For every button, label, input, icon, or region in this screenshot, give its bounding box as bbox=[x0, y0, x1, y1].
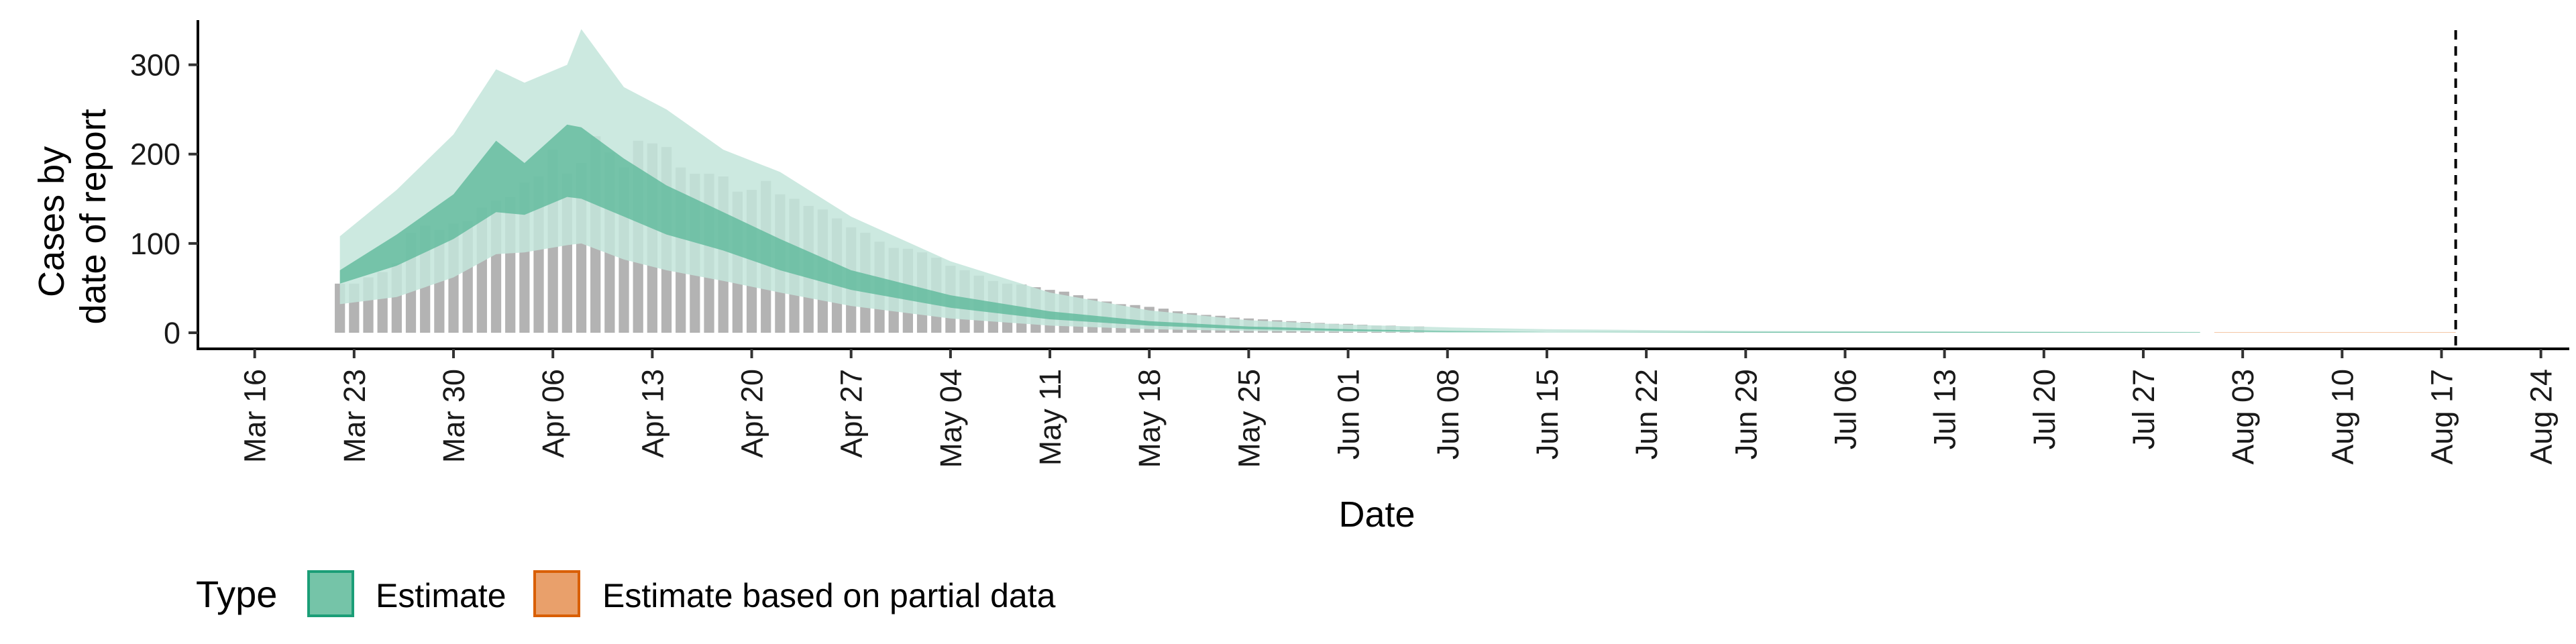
x-tick-label: Jun 22 bbox=[1629, 369, 1664, 460]
x-tick-label: Apr 06 bbox=[536, 369, 570, 458]
x-tick-label: Jul 13 bbox=[1928, 369, 1962, 449]
x-tick-label: Jul 27 bbox=[2127, 369, 2161, 449]
x-tick-label: Jun 01 bbox=[1332, 369, 1366, 460]
x-tick-label: Aug 03 bbox=[2226, 369, 2260, 465]
legend-label-partial: Estimate based on partial data bbox=[602, 577, 1056, 614]
plot-area bbox=[335, 29, 2457, 349]
x-tick-label: Mar 30 bbox=[437, 369, 471, 463]
legend-key-partial bbox=[533, 570, 580, 617]
y-axis-title: Cases by date of report bbox=[32, 109, 113, 324]
x-axis-title: Date bbox=[1338, 494, 1415, 535]
x-tick-label: Mar 23 bbox=[337, 369, 372, 463]
x-tick-label: Aug 17 bbox=[2424, 369, 2459, 465]
x-tick-label: May 25 bbox=[1232, 369, 1266, 468]
y-tick-label: 0 bbox=[164, 316, 180, 350]
y-axis-title-line-2: date of report bbox=[73, 109, 113, 324]
x-tick-label: Jun 29 bbox=[1729, 369, 1763, 460]
y-tick-label: 100 bbox=[130, 227, 180, 261]
x-tick-label: Jun 08 bbox=[1431, 369, 1465, 460]
legend-key-estimate bbox=[307, 570, 354, 617]
y-tick-label: 300 bbox=[130, 48, 180, 83]
partial-estimate-band bbox=[2214, 331, 2456, 333]
x-tick-label: Aug 24 bbox=[2524, 369, 2559, 465]
legend-title: Type bbox=[196, 573, 277, 615]
x-tick-label: Jul 20 bbox=[2027, 369, 2061, 449]
estimate-band-50 bbox=[339, 124, 2200, 333]
y-tick-label: 200 bbox=[130, 138, 180, 172]
x-tick-label: May 11 bbox=[1033, 369, 1067, 466]
x-tick-label: May 04 bbox=[934, 369, 968, 468]
x-tick-label: Aug 10 bbox=[2325, 369, 2359, 465]
legend-label-estimate: Estimate bbox=[376, 577, 506, 614]
legend: Type Estimate Estimate based on partial … bbox=[196, 570, 1056, 617]
x-tick-label: Mar 16 bbox=[238, 369, 272, 463]
x-tick-label: May 18 bbox=[1132, 369, 1167, 468]
x-tick-label: Apr 13 bbox=[635, 369, 669, 458]
x-tick-label: Jun 15 bbox=[1530, 369, 1564, 460]
axes: 0 100 200 300 Mar 16 Mar 23 Mar 30 Apr 06 Apr 13… bbox=[130, 20, 2569, 468]
x-tick-label: Apr 27 bbox=[835, 369, 869, 458]
y-axis-title-line-1: Cases by bbox=[32, 146, 72, 297]
x-tick-label: Apr 20 bbox=[735, 369, 769, 458]
x-tick-label: Jul 06 bbox=[1828, 369, 1862, 449]
